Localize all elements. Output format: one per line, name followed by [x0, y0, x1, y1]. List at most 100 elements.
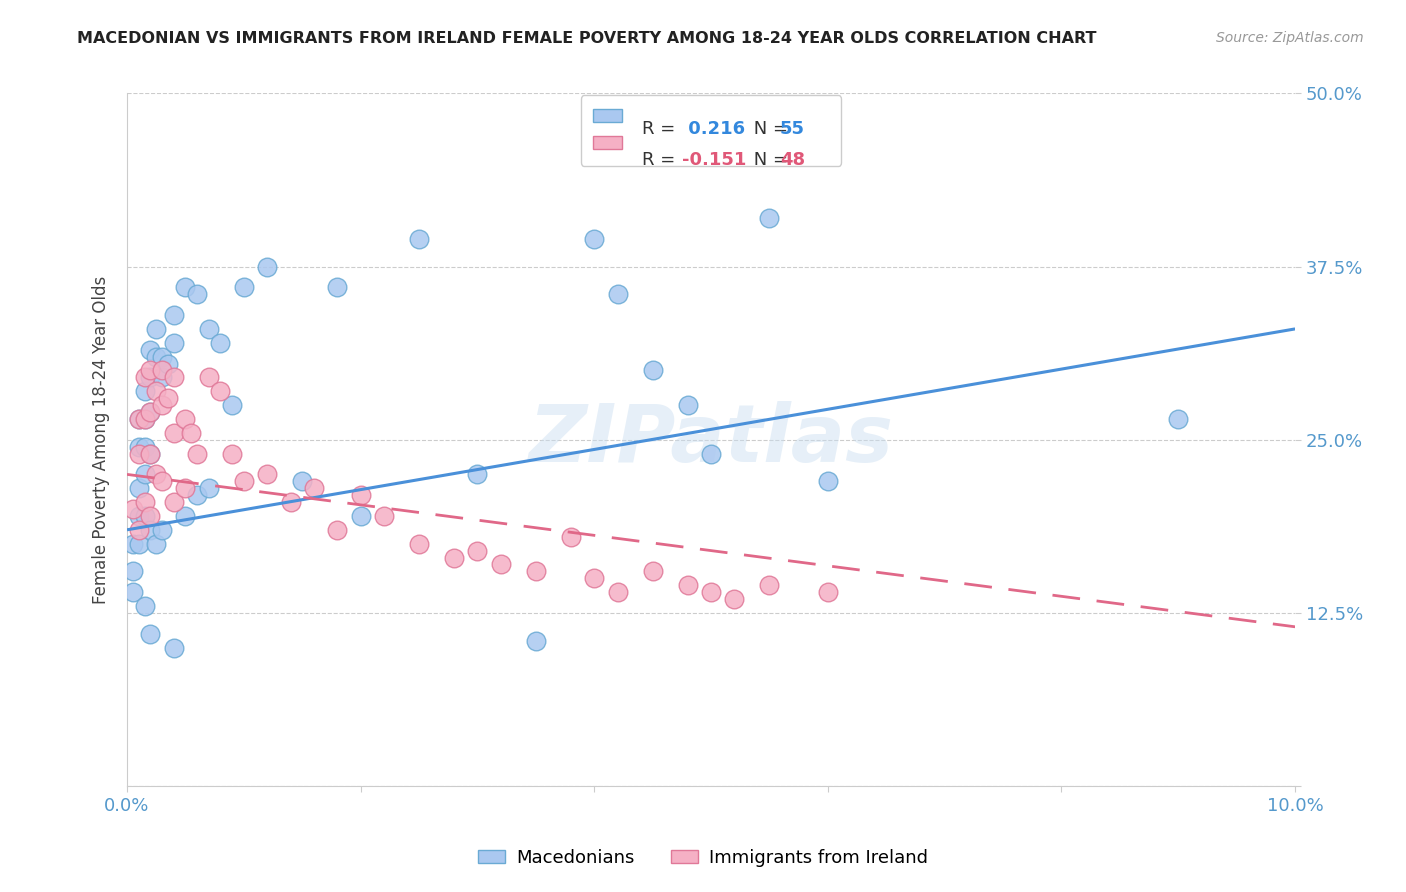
Point	[150, 398, 173, 412]
Point	[467, 543, 489, 558]
Point	[128, 412, 150, 426]
Point	[700, 585, 723, 599]
Point	[163, 640, 186, 655]
Point	[583, 571, 606, 585]
Point	[606, 585, 628, 599]
Point	[139, 626, 162, 640]
Point	[128, 412, 150, 426]
Point	[139, 343, 162, 357]
Point	[121, 585, 143, 599]
Point	[291, 475, 314, 489]
Point	[145, 384, 167, 399]
Text: N =: N =	[748, 151, 793, 169]
Point	[145, 536, 167, 550]
Point	[758, 211, 780, 225]
Point	[128, 523, 150, 537]
Point	[134, 495, 156, 509]
Point	[121, 502, 143, 516]
Point	[139, 405, 162, 419]
Point	[232, 280, 254, 294]
Point	[150, 363, 173, 377]
Point	[145, 322, 167, 336]
Point	[408, 232, 430, 246]
Point	[326, 280, 349, 294]
Text: R =: R =	[643, 120, 682, 138]
Point	[641, 363, 664, 377]
Point	[489, 558, 512, 572]
Point	[163, 370, 186, 384]
Point	[209, 335, 232, 350]
Point	[174, 280, 197, 294]
Point	[134, 599, 156, 613]
Point	[302, 481, 325, 495]
Point	[139, 508, 162, 523]
Point	[408, 536, 430, 550]
Point	[758, 578, 780, 592]
Point	[186, 447, 208, 461]
Point	[134, 440, 156, 454]
Point	[524, 565, 547, 579]
Point	[700, 447, 723, 461]
Point	[186, 488, 208, 502]
Point	[817, 585, 839, 599]
Point	[139, 363, 162, 377]
Point	[134, 412, 156, 426]
Point	[150, 475, 173, 489]
Point	[1167, 412, 1189, 426]
Point	[150, 370, 173, 384]
Point	[467, 467, 489, 482]
Point	[326, 523, 349, 537]
Text: Source: ZipAtlas.com: Source: ZipAtlas.com	[1216, 31, 1364, 45]
Point	[232, 475, 254, 489]
Point	[163, 335, 186, 350]
Point	[524, 633, 547, 648]
Point	[641, 565, 664, 579]
Y-axis label: Female Poverty Among 18-24 Year Olds: Female Poverty Among 18-24 Year Olds	[93, 276, 110, 604]
Point	[128, 447, 150, 461]
Text: 0.216: 0.216	[682, 120, 745, 138]
Text: 48: 48	[780, 151, 806, 169]
Point	[676, 398, 699, 412]
Point	[197, 370, 219, 384]
Point	[134, 508, 156, 523]
Point	[676, 578, 699, 592]
Point	[280, 495, 302, 509]
Point	[163, 308, 186, 322]
Point	[443, 550, 465, 565]
Point	[793, 128, 815, 142]
Point	[349, 488, 371, 502]
Point	[583, 232, 606, 246]
Point	[128, 536, 150, 550]
Legend:                                   ,                                   : ,	[581, 95, 841, 166]
Point	[209, 384, 232, 399]
Point	[163, 425, 186, 440]
Point	[145, 350, 167, 364]
Point	[197, 481, 219, 495]
Point	[150, 523, 173, 537]
Text: -0.151: -0.151	[682, 151, 747, 169]
Point	[128, 508, 150, 523]
Point	[163, 495, 186, 509]
Point	[145, 467, 167, 482]
Text: R =: R =	[643, 151, 682, 169]
Point	[128, 481, 150, 495]
Point	[139, 370, 162, 384]
Point	[139, 447, 162, 461]
Point	[256, 467, 278, 482]
Point	[121, 536, 143, 550]
Point	[606, 287, 628, 301]
Point	[139, 405, 162, 419]
Point	[180, 425, 202, 440]
Text: MACEDONIAN VS IMMIGRANTS FROM IRELAND FEMALE POVERTY AMONG 18-24 YEAR OLDS CORRE: MACEDONIAN VS IMMIGRANTS FROM IRELAND FE…	[77, 31, 1097, 46]
Text: ZIPatlas: ZIPatlas	[529, 401, 894, 479]
Point	[134, 370, 156, 384]
Point	[128, 440, 150, 454]
Text: N =: N =	[748, 120, 793, 138]
Point	[349, 508, 371, 523]
Point	[186, 287, 208, 301]
Point	[174, 412, 197, 426]
Point	[134, 467, 156, 482]
Point	[373, 508, 395, 523]
Point	[723, 592, 745, 607]
Point	[221, 398, 243, 412]
